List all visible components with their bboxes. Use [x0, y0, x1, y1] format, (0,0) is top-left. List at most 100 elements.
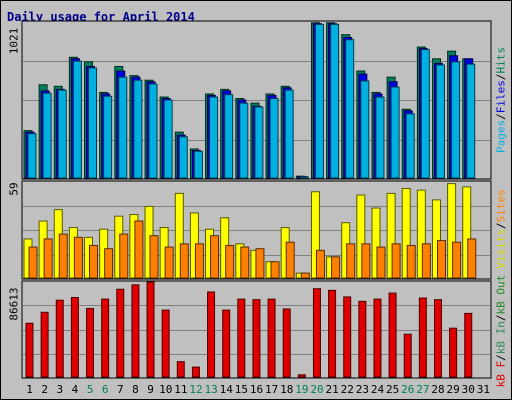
bar-kb-f-day-19 — [297, 374, 306, 378]
x-tick-label-day-7: 7 — [117, 383, 124, 396]
bar-kb-f-day-12 — [191, 366, 200, 378]
x-tick-label-day-24: 24 — [371, 383, 385, 396]
bar-kb-f-day-3 — [55, 299, 64, 378]
bar-sites-day-8 — [134, 220, 144, 279]
bar-kb-f-day-15 — [237, 298, 246, 378]
bar-visits-day-26 — [401, 188, 411, 279]
bar-sites-day-25 — [391, 243, 401, 279]
bar-kb-f-day-17 — [267, 298, 276, 378]
bar-pages-day-15 — [239, 102, 249, 179]
x-tick-label-day-12: 12 — [189, 383, 202, 396]
bar-sites-day-21 — [331, 256, 341, 279]
bar-pages-day-25 — [390, 86, 400, 179]
bar-pages-day-1 — [27, 133, 37, 179]
bar-visits-day-23 — [356, 194, 366, 279]
bar-pages-day-26 — [405, 113, 415, 179]
bar-pages-day-20 — [314, 23, 324, 179]
bar-kb-f-day-2 — [40, 311, 49, 378]
bar-pages-day-2 — [42, 92, 52, 179]
bar-sites-day-29 — [452, 241, 462, 279]
x-tick-label-day-30: 30 — [462, 383, 475, 396]
bar-visits-day-24 — [371, 207, 381, 279]
bar-sites-day-1 — [28, 246, 38, 279]
bar-pages-day-13 — [209, 96, 219, 179]
bar-kb-f-day-4 — [70, 296, 79, 378]
x-tick-label-day-5: 5 — [87, 383, 94, 396]
bar-pages-day-11 — [178, 136, 188, 179]
bar-pages-day-29 — [451, 61, 461, 179]
bar-sites-day-6 — [104, 248, 114, 279]
bar-pages-day-3 — [57, 89, 67, 179]
bar-sites-day-22 — [346, 243, 356, 279]
bar-pages-day-23 — [360, 80, 370, 179]
x-tick-label-day-10: 10 — [159, 383, 172, 396]
bar-pages-day-16 — [254, 106, 264, 179]
bar-pages-day-6 — [103, 95, 113, 179]
x-tick-label-day-4: 4 — [72, 383, 79, 396]
bar-kb-f-day-6 — [101, 298, 110, 378]
bar-kb-f-day-24 — [373, 298, 382, 378]
bar-kb-f-day-11 — [176, 361, 185, 378]
bar-pages-day-22 — [345, 39, 355, 179]
bar-sites-day-11 — [179, 243, 189, 279]
x-tick-label-day-3: 3 — [57, 383, 64, 396]
bar-pages-day-5 — [88, 67, 98, 179]
bar-pages-day-12 — [193, 150, 203, 179]
bar-kb-f-day-8 — [131, 284, 140, 378]
bar-sites-day-15 — [240, 246, 250, 279]
bar-sites-day-20 — [315, 249, 325, 279]
bar-kb-f-day-10 — [161, 309, 170, 378]
x-tick-label-day-27: 27 — [416, 383, 429, 396]
bar-visits-day-30 — [462, 186, 472, 279]
bar-pages-day-10 — [163, 99, 173, 179]
bar-kb-f-day-5 — [86, 307, 95, 378]
bar-visits-day-29 — [447, 183, 457, 279]
x-tick-label-day-9: 9 — [147, 383, 154, 396]
bar-kb-f-day-22 — [343, 296, 352, 378]
x-tick-label-day-31: 31 — [477, 383, 490, 396]
bar-kb-f-day-28 — [433, 299, 442, 378]
x-tick-label-day-28: 28 — [431, 383, 444, 396]
bar-pages-day-27 — [420, 49, 430, 179]
bar-sites-day-28 — [436, 240, 446, 279]
bar-pages-day-9 — [148, 83, 158, 179]
bar-kb-f-day-25 — [388, 292, 397, 378]
x-tick-label-day-2: 2 — [41, 383, 48, 396]
bar-kb-f-day-23 — [358, 300, 367, 378]
x-tick-label-day-13: 13 — [204, 383, 217, 396]
x-tick-label-day-25: 25 — [386, 383, 399, 396]
bar-sites-day-27 — [421, 243, 431, 279]
bar-visits-day-25 — [386, 192, 396, 279]
bar-sites-day-30 — [467, 238, 477, 279]
bar-pages-day-14 — [224, 94, 234, 179]
bar-sites-day-16 — [255, 248, 265, 279]
bar-kb-f-day-14 — [222, 309, 231, 378]
x-tick-label-day-11: 11 — [174, 383, 187, 396]
x-tick-label-day-26: 26 — [401, 383, 414, 396]
bar-pages-day-24 — [375, 96, 385, 179]
x-tick-label-day-6: 6 — [102, 383, 109, 396]
bar-sites-day-19 — [300, 272, 310, 279]
bar-sites-day-10 — [164, 246, 174, 279]
bar-kb-f-day-29 — [449, 327, 458, 378]
x-tick-label-day-8: 8 — [132, 383, 139, 396]
x-tick-label-day-14: 14 — [220, 383, 234, 396]
x-tick-label-day-15: 15 — [235, 383, 248, 396]
bar-pages-day-18 — [284, 89, 294, 179]
bar-sites-day-12 — [194, 243, 204, 279]
bar-sites-day-3 — [58, 233, 68, 279]
bar-sites-day-14 — [225, 244, 235, 279]
bar-kb-f-day-16 — [252, 299, 261, 378]
bar-sites-day-5 — [89, 244, 99, 279]
bar-sites-day-9 — [149, 235, 159, 279]
bar-pages-day-30 — [466, 63, 476, 179]
bar-pages-day-17 — [269, 98, 279, 179]
bar-visits-day-11 — [174, 192, 184, 279]
bar-sites-day-24 — [376, 246, 386, 279]
bar-kb-f-day-13 — [207, 291, 216, 378]
x-tick-label-day-18: 18 — [280, 383, 293, 396]
x-tick-label-day-21: 21 — [326, 383, 339, 396]
bar-kb-f-day-30 — [464, 312, 473, 378]
